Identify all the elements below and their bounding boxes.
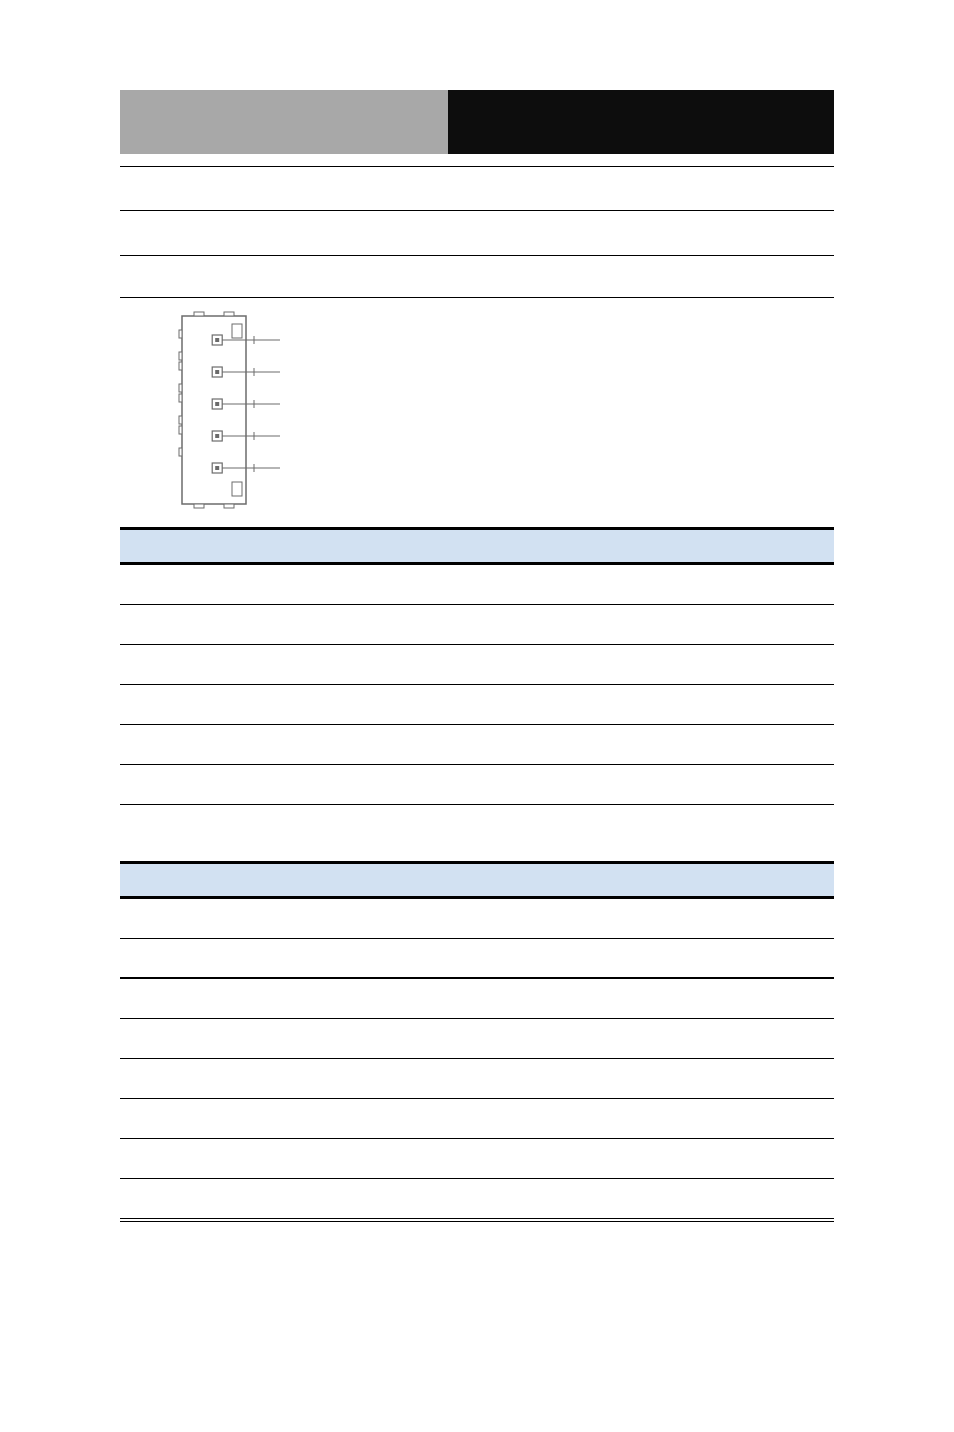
section-header (120, 527, 834, 565)
section (120, 527, 834, 805)
connector-diagram (172, 310, 834, 515)
section-row (120, 1139, 834, 1179)
section-gap (120, 805, 834, 855)
double-rule (120, 1221, 834, 1222)
banner-right (448, 90, 834, 154)
section (120, 861, 834, 1222)
spacer-row (120, 256, 834, 298)
section-row (120, 685, 834, 725)
section-row (120, 899, 834, 939)
section-row (120, 1099, 834, 1139)
intro-row (120, 211, 834, 255)
intro-row (120, 167, 834, 211)
banner-left (120, 90, 448, 154)
section-row (120, 765, 834, 805)
section-row (120, 605, 834, 645)
section-header (120, 861, 834, 899)
section-row (120, 1059, 834, 1099)
title-banner (120, 90, 834, 154)
section-row (120, 725, 834, 765)
section-row (120, 939, 834, 979)
intro-table (120, 166, 834, 256)
section-row (120, 645, 834, 685)
page (0, 0, 954, 1432)
section-row (120, 979, 834, 1019)
sections-container (120, 527, 834, 1222)
connector-svg (172, 310, 342, 510)
section-row (120, 1019, 834, 1059)
section-row (120, 565, 834, 605)
section-row (120, 1179, 834, 1219)
